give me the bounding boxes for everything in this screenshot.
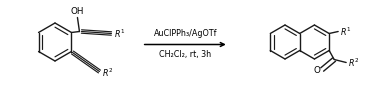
Text: $R^1$: $R^1$ [115,27,126,40]
Text: AuClPPh₃/AgOTf: AuClPPh₃/AgOTf [153,28,217,37]
Text: CH₂Cl₂, rt, 3h: CH₂Cl₂, rt, 3h [159,50,211,60]
Text: OH: OH [71,7,84,16]
Text: $R^1$: $R^1$ [340,25,352,38]
Text: O: O [313,66,320,75]
Text: $R^2$: $R^2$ [348,56,359,69]
Text: $R^2$: $R^2$ [102,66,114,79]
